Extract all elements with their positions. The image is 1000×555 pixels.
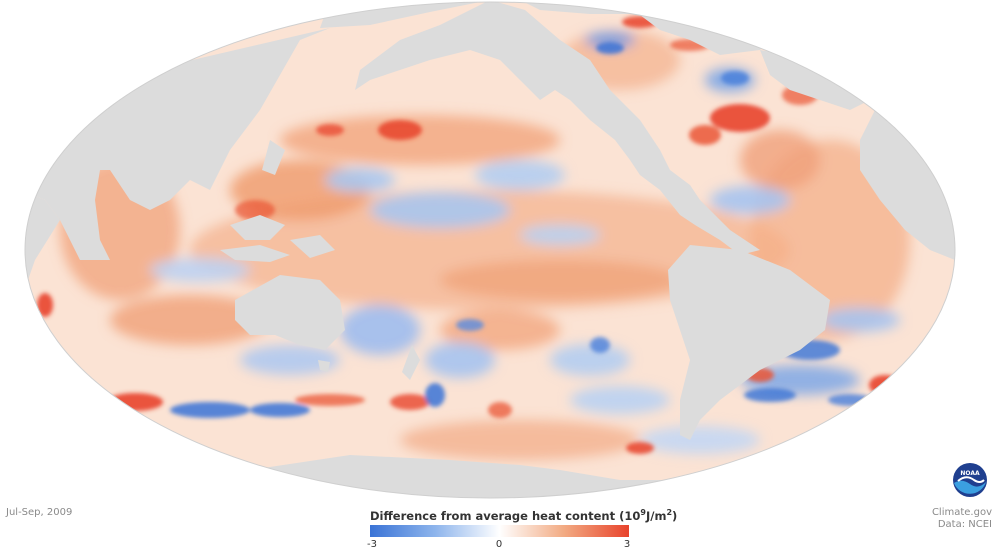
legend-title-unit: (109J/m2) [619, 508, 678, 523]
legend-title-main: Difference from average heat content [370, 508, 616, 523]
source-site-credit: Climate.gov [931, 507, 992, 518]
legend-tick-min: -3 [367, 539, 377, 550]
legend-title: Difference from average heat content (10… [370, 508, 677, 523]
world-map [24, 1, 956, 499]
legend-tick-max: 3 [623, 539, 631, 550]
data-source-credit: Data: NCEI [937, 519, 992, 530]
legend-unit-exp2: 2 [666, 508, 673, 517]
map-outline [24, 1, 956, 499]
legend-colorbar [370, 525, 629, 537]
noaa-logo: NOAA [953, 463, 987, 497]
legend-unit-exp: 9 [640, 508, 646, 517]
legend-unit-mid: J/m [645, 508, 667, 523]
svg-text:NOAA: NOAA [960, 470, 980, 477]
period-label: Jul-Sep, 2009 [6, 507, 73, 518]
legend-tick-mid: 0 [495, 539, 503, 550]
legend-unit-base: 10 [624, 508, 641, 523]
